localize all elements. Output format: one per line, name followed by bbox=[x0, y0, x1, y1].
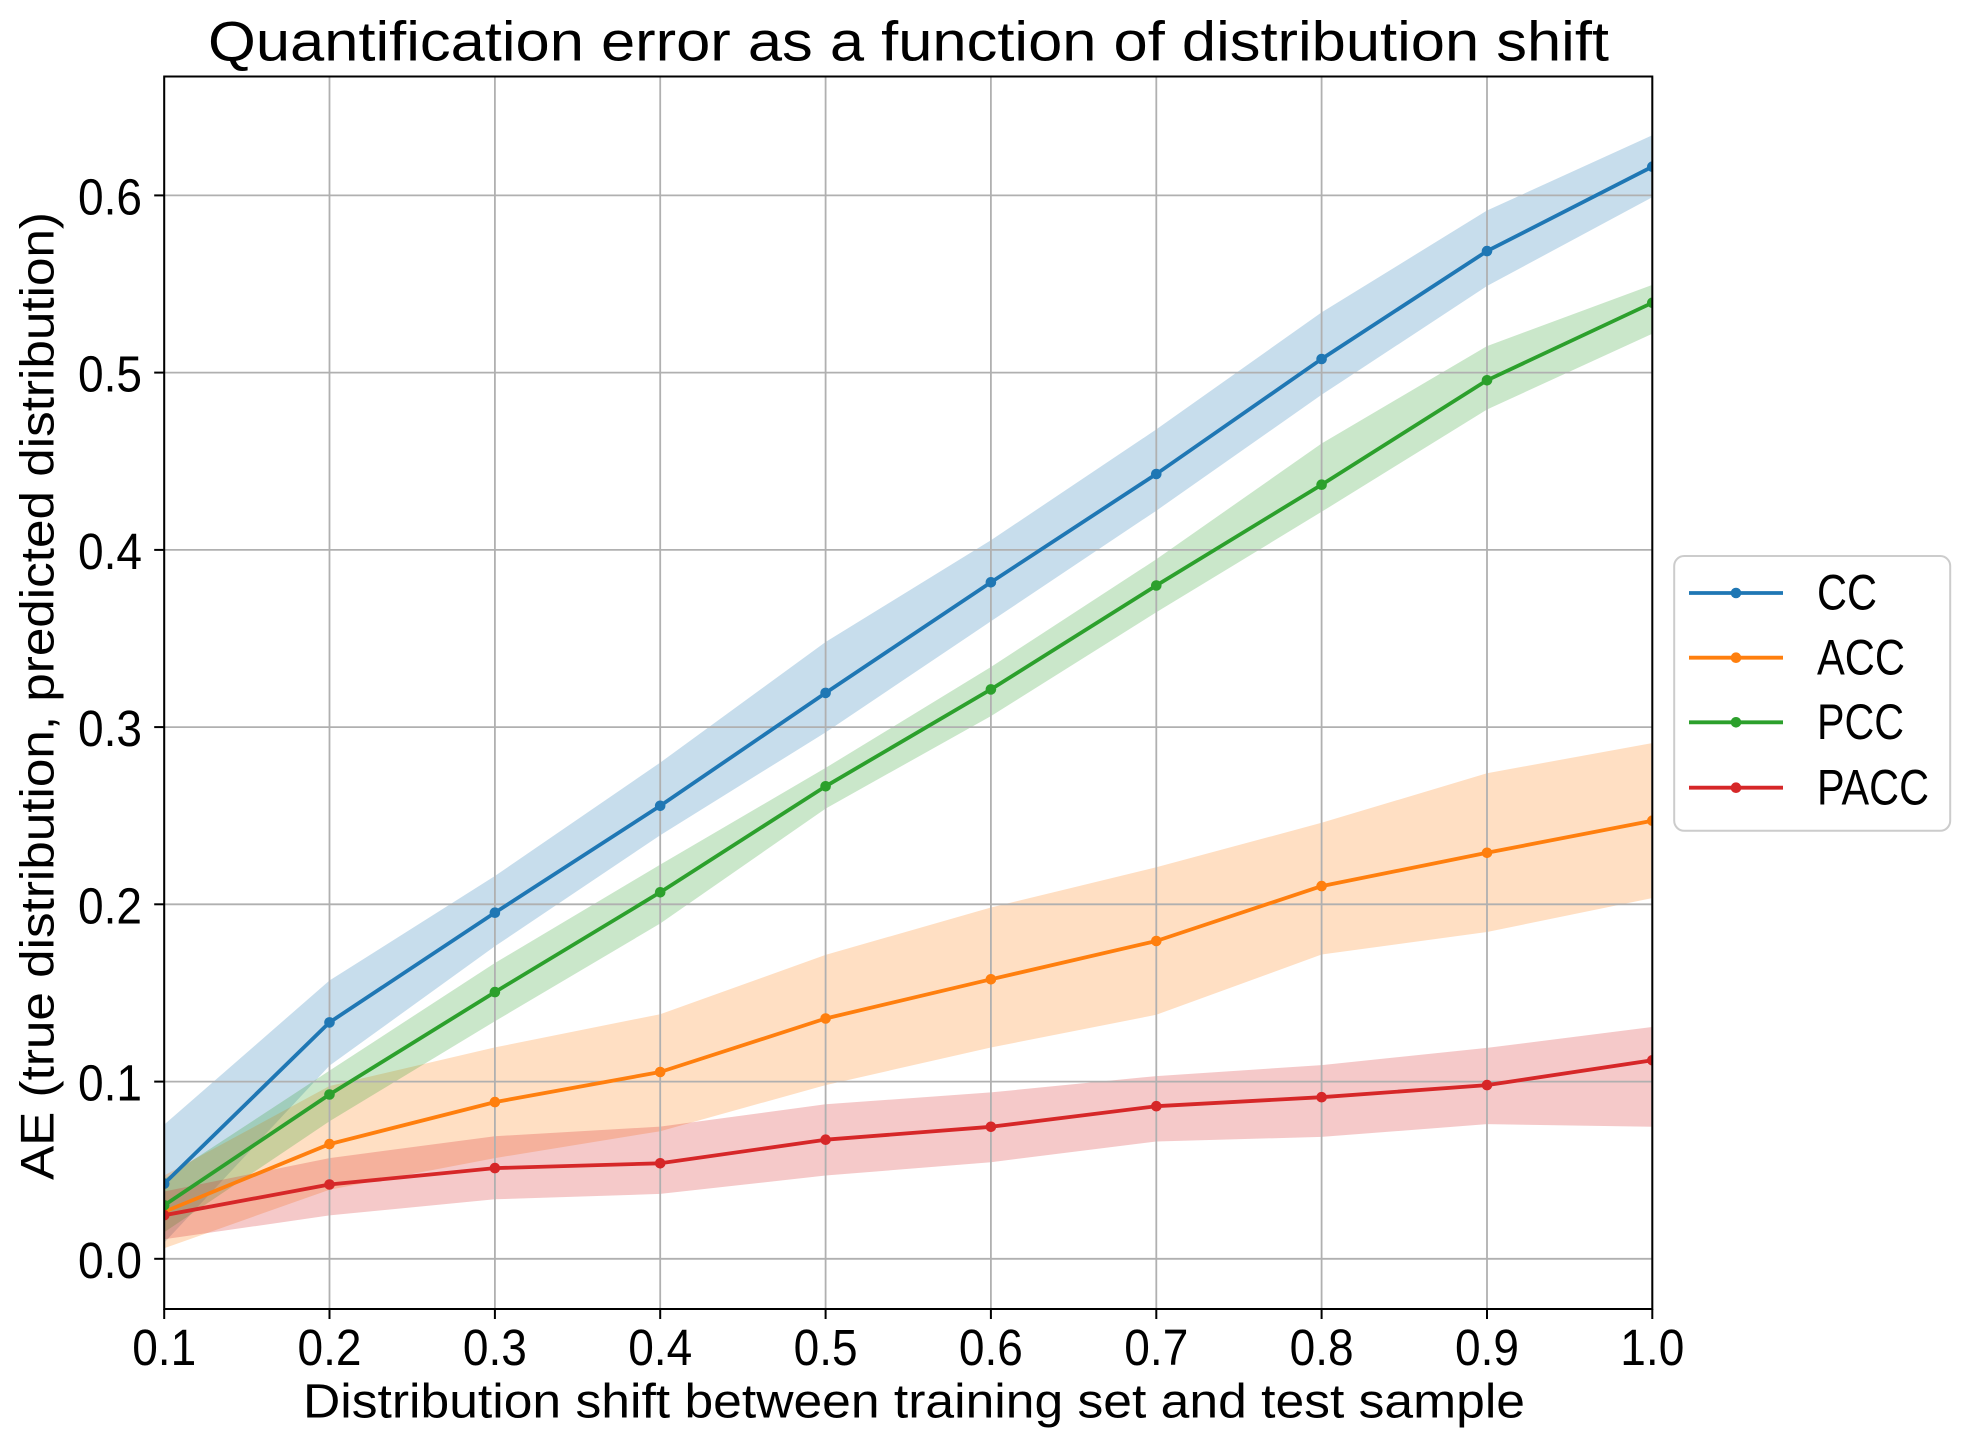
svg-text:0.4: 0.4 bbox=[78, 523, 142, 580]
svg-text:AE (true distribution, predict: AE (true distribution, predicted distrib… bbox=[11, 212, 64, 1180]
svg-text:0.2: 0.2 bbox=[78, 877, 142, 934]
svg-text:PACC: PACC bbox=[1817, 759, 1929, 815]
svg-text:0.5: 0.5 bbox=[794, 1319, 858, 1376]
svg-text:0.9: 0.9 bbox=[1455, 1319, 1519, 1376]
svg-text:CC: CC bbox=[1817, 565, 1877, 621]
svg-text:0.3: 0.3 bbox=[463, 1319, 527, 1376]
svg-text:PCC: PCC bbox=[1817, 694, 1904, 750]
svg-text:0.7: 0.7 bbox=[1124, 1319, 1188, 1376]
svg-text:0.8: 0.8 bbox=[1290, 1319, 1354, 1376]
svg-text:0.3: 0.3 bbox=[78, 700, 142, 757]
svg-text:Distribution shift between tra: Distribution shift between training set … bbox=[303, 1376, 1525, 1429]
svg-text:Quantification error as a func: Quantification error as a function of di… bbox=[208, 10, 1609, 73]
svg-text:0.2: 0.2 bbox=[298, 1319, 362, 1376]
svg-text:0.1: 0.1 bbox=[78, 1055, 142, 1112]
svg-text:0.0: 0.0 bbox=[78, 1232, 142, 1289]
svg-text:1.0: 1.0 bbox=[1620, 1319, 1684, 1376]
svg-text:0.5: 0.5 bbox=[78, 346, 142, 403]
svg-text:0.6: 0.6 bbox=[959, 1319, 1023, 1376]
svg-text:0.1: 0.1 bbox=[132, 1319, 196, 1376]
svg-text:ACC: ACC bbox=[1817, 629, 1905, 685]
svg-text:0.4: 0.4 bbox=[628, 1319, 692, 1376]
svg-text:0.6: 0.6 bbox=[78, 168, 142, 225]
